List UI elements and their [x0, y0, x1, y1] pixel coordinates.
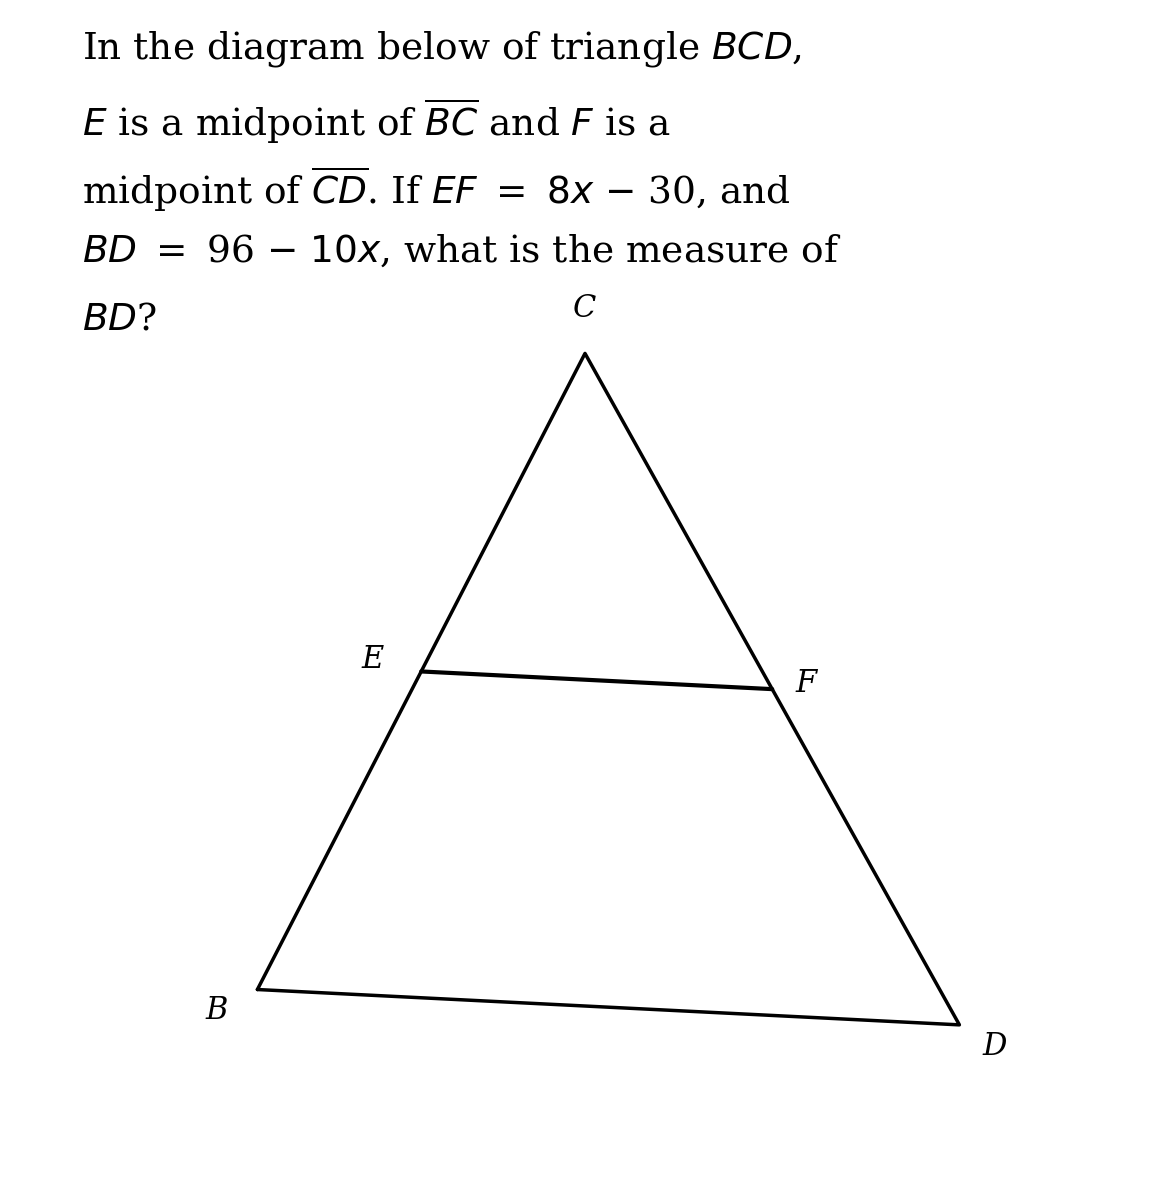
Text: $\mathit{BD}$ $=$ 96 $-$ $10x$, what is the measure of: $\mathit{BD}$ $=$ 96 $-$ $10x$, what is … [82, 233, 841, 270]
Text: In the diagram below of triangle $\mathit{BCD}$,: In the diagram below of triangle $\mathi… [82, 29, 801, 70]
Text: D: D [983, 1031, 1007, 1061]
Text: B: B [206, 995, 228, 1026]
Text: E: E [362, 644, 384, 675]
Text: F: F [796, 668, 817, 699]
Text: midpoint of $\overline{\mathit{CD}}$. If $\mathit{EF}$ $=$ $8x$ $-$ 30, and: midpoint of $\overline{\mathit{CD}}$. If… [82, 165, 791, 214]
Text: $\mathit{BD}$?: $\mathit{BD}$? [82, 302, 157, 338]
Text: C: C [573, 293, 597, 324]
Text: $\mathit{E}$ is a midpoint of $\overline{\mathit{BC}}$ and $\mathit{F}$ is a: $\mathit{E}$ is a midpoint of $\overline… [82, 97, 670, 146]
